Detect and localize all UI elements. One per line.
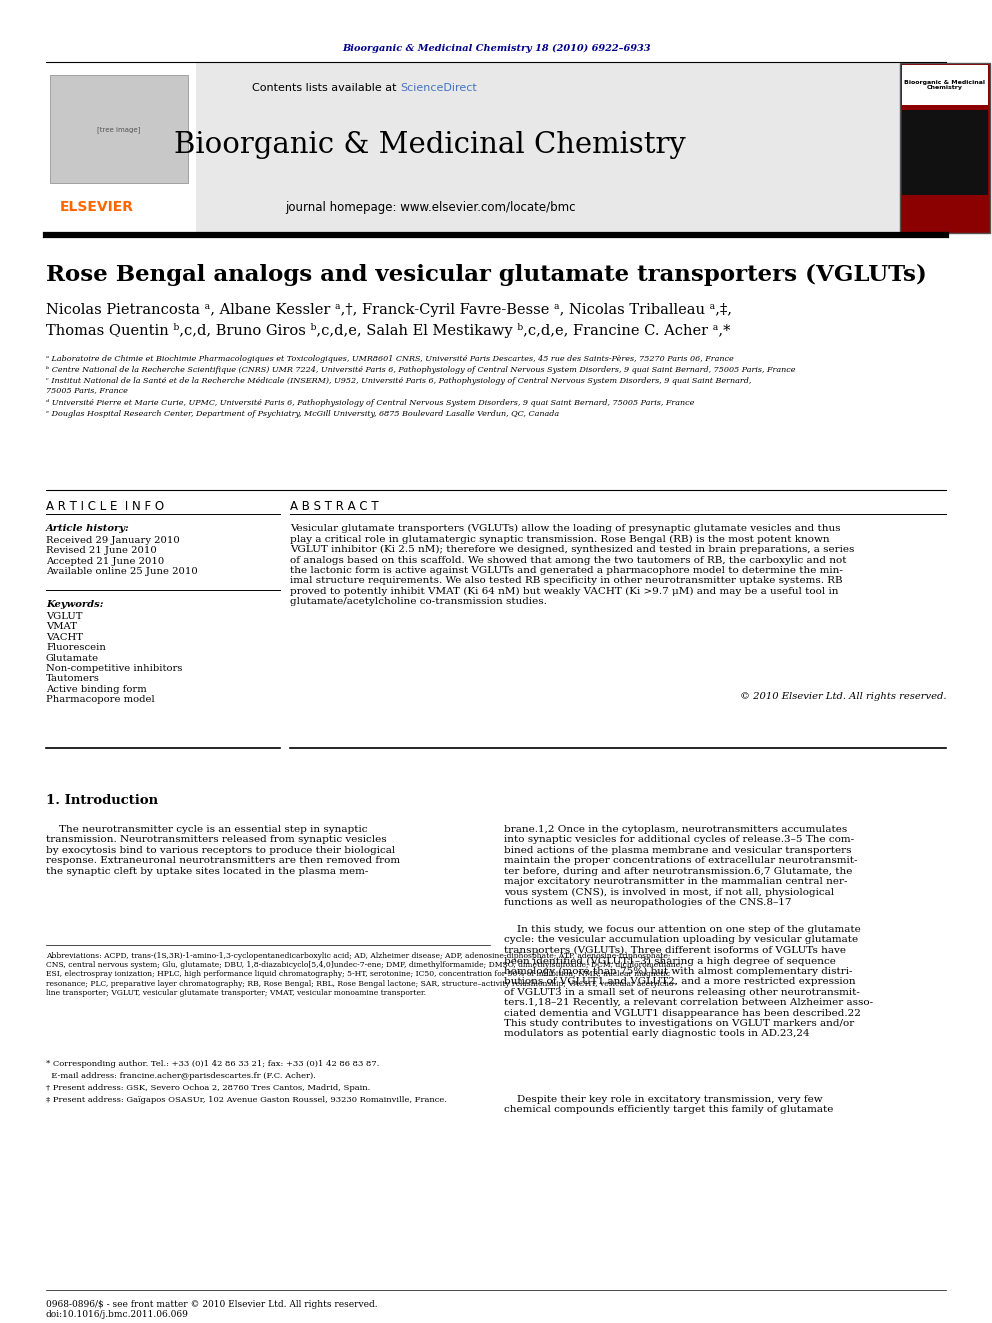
Text: ᵇ Centre National de la Recherche Scientifique (CNRS) UMR 7224, Université Paris: ᵇ Centre National de la Recherche Scient… xyxy=(46,366,796,374)
Text: Vesicular glutamate transporters (VGLUTs) allow the loading of presynaptic gluta: Vesicular glutamate transporters (VGLUTs… xyxy=(290,524,854,606)
Text: © 2010 Elsevier Ltd. All rights reserved.: © 2010 Elsevier Ltd. All rights reserved… xyxy=(739,692,946,701)
Text: ScienceDirect: ScienceDirect xyxy=(400,83,477,93)
Text: In this study, we focus our attention on one step of the glutamate
cycle: the ve: In this study, we focus our attention on… xyxy=(504,925,873,1039)
Text: Bioorganic & Medicinal
Chemistry: Bioorganic & Medicinal Chemistry xyxy=(905,79,985,90)
Text: ᵈ Université Pierre et Marie Curie, UPMC, Université Paris 6, Pathophysiology of: ᵈ Université Pierre et Marie Curie, UPMC… xyxy=(46,400,694,407)
Text: ᵉ Douglas Hospital Research Center, Department of Psychiatry, McGill University,: ᵉ Douglas Hospital Research Center, Depa… xyxy=(46,410,559,418)
Text: E-mail address: francine.acher@parisdescartes.fr (F.C. Acher).: E-mail address: francine.acher@parisdesc… xyxy=(46,1072,315,1080)
Text: A B S T R A C T: A B S T R A C T xyxy=(290,500,379,513)
Text: ‡ Present address: Gaïgapos OSASUr, 102 Avenue Gaston Roussel, 93230 Romainville: ‡ Present address: Gaïgapos OSASUr, 102 … xyxy=(46,1095,446,1103)
Text: The neurotransmitter cycle is an essential step in synaptic
transmission. Neurot: The neurotransmitter cycle is an essenti… xyxy=(46,826,400,876)
FancyBboxPatch shape xyxy=(902,65,988,105)
Text: Keywords:: Keywords: xyxy=(46,601,103,609)
Text: Rose Bengal analogs and vesicular glutamate transporters (VGLUTs): Rose Bengal analogs and vesicular glutam… xyxy=(46,265,927,286)
Text: Thomas Quentin ᵇ,c,d, Bruno Giros ᵇ,c,d,e, Salah El Mestikawy ᵇ,c,d,e, Francine : Thomas Quentin ᵇ,c,d, Bruno Giros ᵇ,c,d,… xyxy=(46,323,730,337)
Text: * Corresponding author. Tel.: +33 (0)1 42 86 33 21; fax: +33 (0)1 42 86 83 87.: * Corresponding author. Tel.: +33 (0)1 4… xyxy=(46,1060,379,1068)
Text: ᶜ Institut National de la Santé et de la Recherche Médicale (INSERM), U952, Univ: ᶜ Institut National de la Santé et de la… xyxy=(46,377,751,394)
Text: 1. Introduction: 1. Introduction xyxy=(46,794,158,807)
Text: Nicolas Pietrancosta ᵃ, Albane Kessler ᵃ,†, Franck-Cyril Favre-Besse ᵃ, Nicolas : Nicolas Pietrancosta ᵃ, Albane Kessler ᵃ… xyxy=(46,303,732,318)
Text: ELSEVIER: ELSEVIER xyxy=(60,200,134,214)
FancyBboxPatch shape xyxy=(46,64,196,233)
Text: Received 29 January 2010
Revised 21 June 2010
Accepted 21 June 2010
Available on: Received 29 January 2010 Revised 21 June… xyxy=(46,536,197,577)
Text: Abbreviations: ACPD, trans-(1S,3R)-1-amino-1,3-cyclopentanedicarboxylic acid; AD: Abbreviations: ACPD, trans-(1S,3R)-1-ami… xyxy=(46,953,682,996)
FancyBboxPatch shape xyxy=(900,64,990,233)
Text: ᵃ Laboratoire de Chimie et Biochimie Pharmacologiques et Toxicologiques, UMR8601: ᵃ Laboratoire de Chimie et Biochimie Pha… xyxy=(46,355,734,363)
FancyBboxPatch shape xyxy=(902,110,988,194)
Text: † Present address: GSK, Severo Ochoa 2, 28760 Tres Cantos, Madrid, Spain.: † Present address: GSK, Severo Ochoa 2, … xyxy=(46,1084,370,1091)
Text: Contents lists available at: Contents lists available at xyxy=(252,83,400,93)
FancyBboxPatch shape xyxy=(50,75,188,183)
Text: Bioorganic & Medicinal Chemistry 18 (2010) 6922–6933: Bioorganic & Medicinal Chemistry 18 (201… xyxy=(342,44,650,53)
Text: brane.1,2 Once in the cytoplasm, neurotransmitters accumulates
into synaptic ves: brane.1,2 Once in the cytoplasm, neurotr… xyxy=(504,826,857,908)
FancyBboxPatch shape xyxy=(46,64,946,233)
Text: journal homepage: www.elsevier.com/locate/bmc: journal homepage: www.elsevier.com/locat… xyxy=(285,201,575,214)
Text: Despite their key role in excitatory transmission, very few
chemical compounds e: Despite their key role in excitatory tra… xyxy=(504,1095,833,1114)
Text: Bioorganic & Medicinal Chemistry: Bioorganic & Medicinal Chemistry xyxy=(175,131,685,159)
Text: A R T I C L E  I N F O: A R T I C L E I N F O xyxy=(46,500,164,513)
Text: Article history:: Article history: xyxy=(46,524,130,533)
Text: 0968-0896/$ - see front matter © 2010 Elsevier Ltd. All rights reserved.
doi:10.: 0968-0896/$ - see front matter © 2010 El… xyxy=(46,1301,378,1319)
Text: VGLUT
VMAT
VACHT
Fluorescein
Glutamate
Non-competitive inhibitors
Tautomers
Acti: VGLUT VMAT VACHT Fluorescein Glutamate N… xyxy=(46,613,183,704)
Text: [tree image]: [tree image] xyxy=(97,127,141,134)
